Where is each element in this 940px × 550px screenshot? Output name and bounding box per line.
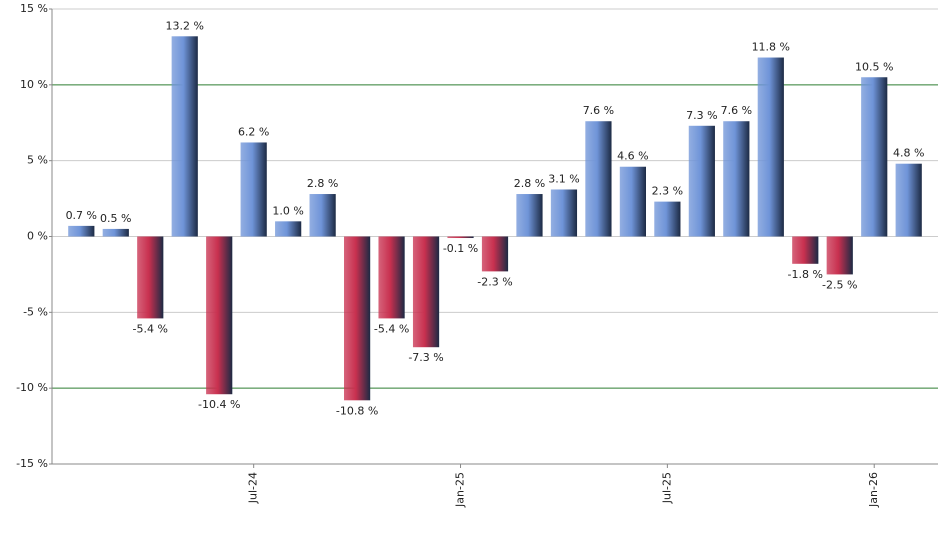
value-label: -10.4 % xyxy=(198,398,240,411)
bar xyxy=(654,201,681,237)
y-tick-label: 0 % xyxy=(27,230,48,243)
x-tick-label: Jul-24 xyxy=(247,472,260,504)
y-tick-label: 10 % xyxy=(20,78,48,91)
value-label: -10.8 % xyxy=(336,404,378,417)
value-label: 7.6 % xyxy=(583,104,614,117)
x-tick-label: Jul-25 xyxy=(660,472,673,504)
value-label: 0.5 % xyxy=(100,212,131,225)
bar xyxy=(206,236,233,395)
bar xyxy=(171,36,198,237)
y-tick-label: 5 % xyxy=(27,154,48,167)
value-label: 1.0 % xyxy=(272,204,303,217)
value-label: 7.3 % xyxy=(686,109,717,122)
value-label: 2.8 % xyxy=(514,177,545,190)
value-label: 0.7 % xyxy=(66,209,97,222)
bar xyxy=(861,77,888,237)
bar xyxy=(757,57,784,237)
bar xyxy=(585,121,612,237)
value-label: 2.3 % xyxy=(652,185,683,198)
value-label: -2.3 % xyxy=(477,275,512,288)
bar xyxy=(309,194,336,237)
value-label: -5.4 % xyxy=(133,322,168,335)
value-label: 7.6 % xyxy=(721,104,752,117)
x-tick-label: Jan-25 xyxy=(454,472,467,508)
bar xyxy=(240,142,267,237)
bar xyxy=(68,225,95,237)
value-label: 11.8 % xyxy=(752,41,790,54)
bar xyxy=(550,189,578,237)
bar xyxy=(344,236,371,401)
bar xyxy=(102,228,129,237)
y-tick-label: -5 % xyxy=(23,305,48,318)
value-label: -1.8 % xyxy=(788,268,823,281)
value-label: 10.5 % xyxy=(855,60,893,73)
bar xyxy=(378,236,405,319)
bar xyxy=(481,236,509,272)
bar xyxy=(723,121,750,237)
bar xyxy=(792,236,819,264)
value-label: 6.2 % xyxy=(238,125,269,138)
value-label: -7.3 % xyxy=(408,351,443,364)
value-label: 4.6 % xyxy=(617,150,648,163)
bar xyxy=(447,236,474,239)
value-label: 3.1 % xyxy=(548,172,579,185)
value-label: 4.8 % xyxy=(893,147,924,160)
bar xyxy=(275,221,302,237)
value-label: -5.4 % xyxy=(374,322,409,335)
bar xyxy=(619,166,646,237)
bar xyxy=(516,194,543,237)
value-label: -0.1 % xyxy=(443,242,478,255)
bar xyxy=(826,236,853,275)
value-label: 13.2 % xyxy=(166,19,204,32)
x-tick-label: Jan-26 xyxy=(867,472,880,508)
y-tick-label: -10 % xyxy=(16,381,48,394)
bar xyxy=(688,125,715,237)
value-label: 2.8 % xyxy=(307,177,338,190)
bar xyxy=(412,236,440,348)
y-tick-label: 15 % xyxy=(20,2,48,15)
bar xyxy=(895,163,922,237)
bar xyxy=(137,236,164,319)
value-label: -2.5 % xyxy=(822,278,857,291)
y-tick-label: -15 % xyxy=(16,457,48,470)
